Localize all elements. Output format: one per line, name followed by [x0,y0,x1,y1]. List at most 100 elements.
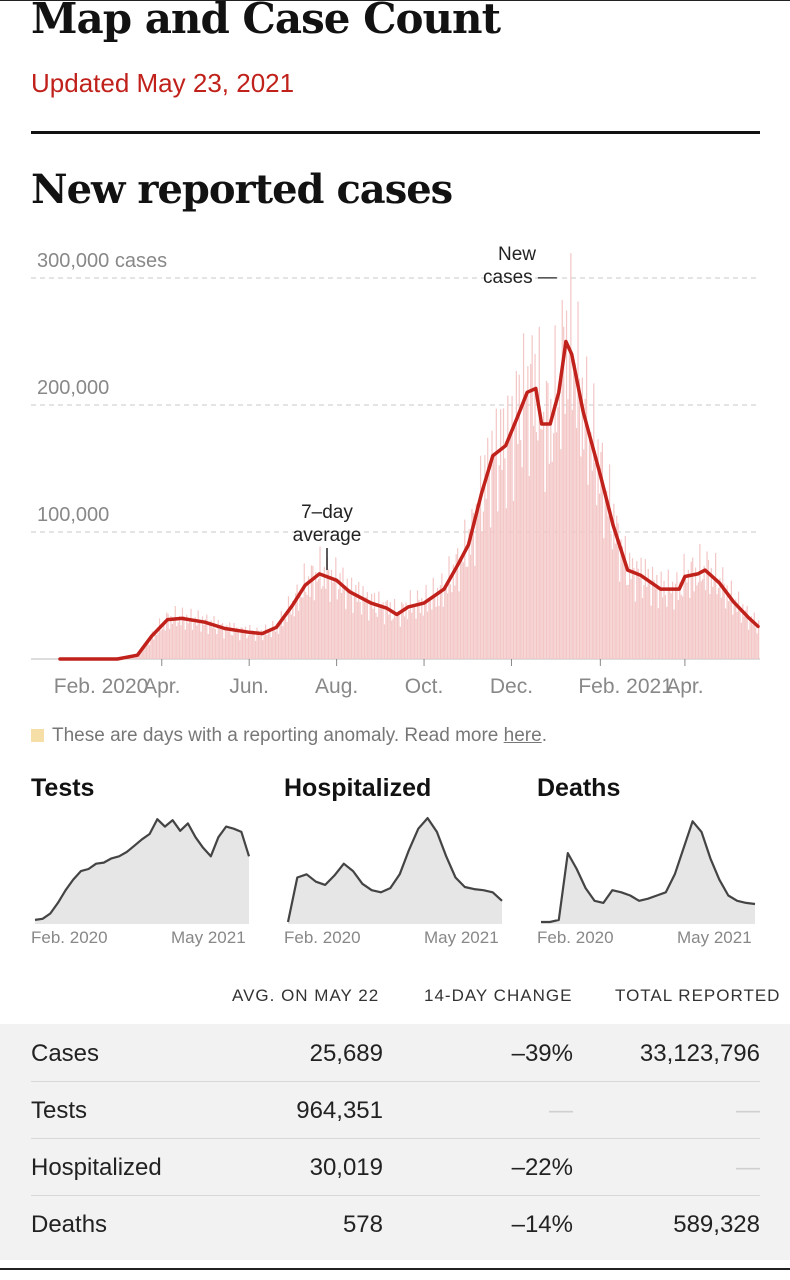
daily-case-bar [329,601,331,659]
bottom-rule [0,1268,790,1270]
daily-case-bar [736,611,738,659]
daily-case-bar [187,623,189,659]
daily-case-bar [148,644,151,659]
daily-case-bar [537,440,539,659]
daily-case-bar [385,601,387,659]
daily-case-bar [522,333,525,659]
daily-case-bar [283,615,285,659]
daily-case-bar [290,614,292,659]
daily-case-bar [623,561,625,659]
row-total: 589,328 [673,1211,760,1238]
daily-case-bar [468,529,470,659]
daily-case-bar [560,449,562,659]
daily-case-bar [532,426,535,659]
daily-case-bar [448,556,450,659]
daily-case-bar [309,596,311,659]
daily-case-bar [181,607,184,659]
daily-case-bar [706,551,708,659]
daily-case-bar [491,430,493,659]
daily-case-bar [504,458,506,659]
daily-case-bar [242,627,244,659]
daily-case-bar [197,610,199,659]
daily-case-bar [485,498,487,659]
daily-case-bar [555,432,558,659]
daily-case-bar [723,583,725,659]
daily-case-bar [640,557,642,659]
daily-case-bar [458,591,460,659]
daily-case-bar [571,409,573,659]
daily-case-bar [223,638,225,659]
daily-case-bar [694,567,697,659]
x-tick-label: Dec. [490,675,533,698]
daily-case-bar [220,624,222,659]
daily-case-bar [279,621,281,659]
daily-case-bar [262,640,264,659]
daily-case-bar [378,591,380,659]
daily-case-bar [188,618,191,659]
daily-case-bar [160,630,162,659]
daily-case-bar [376,616,378,659]
daily-case-bar [240,627,242,659]
daily-case-bar [239,640,241,659]
daily-case-bar [511,396,513,659]
daily-case-bar [323,566,325,659]
daily-case-bar [352,612,354,659]
daily-case-bar [656,574,658,659]
daily-case-bar [730,580,732,659]
daily-case-bar [469,554,472,659]
daily-case-bar [224,626,227,659]
daily-case-bar [497,511,499,659]
daily-case-bar [670,593,672,659]
daily-case-bar [342,567,344,659]
daily-case-bar [699,544,701,659]
row-name: Hospitalized [31,1154,162,1181]
sparkline-area [288,818,502,924]
daily-case-bar [359,602,361,659]
y-tick-label: 100,000 [37,504,109,526]
daily-case-bar [253,632,255,659]
x-tick-label: Feb. 2020 [54,675,149,698]
daily-case-bar [200,631,202,659]
daily-case-bar [310,565,313,659]
daily-case-bar [256,627,258,659]
daily-case-bar [280,610,282,659]
daily-case-bar [621,546,624,659]
daily-case-bar [299,591,301,659]
daily-case-bar [726,585,728,659]
daily-case-bar [193,622,195,659]
daily-case-bar [154,631,156,659]
daily-case-bar [500,409,502,659]
daily-case-bar [373,593,376,659]
daily-case-bar [611,549,614,659]
daily-case-bar [276,623,278,659]
daily-case-bar [631,558,634,659]
daily-case-bar [320,588,323,659]
daily-case-bar [574,363,576,659]
daily-case-bar [379,608,381,659]
daily-case-bar [426,611,429,659]
daily-case-bar [608,464,611,659]
legend-link[interactable]: here [503,725,542,746]
daily-case-bar [664,595,667,659]
daily-case-bar [508,436,510,659]
daily-case-bar [209,623,211,659]
daily-case-bar [703,565,705,659]
daily-case-bar [451,592,453,659]
daily-case-bar [313,600,315,659]
daily-case-bar [336,599,338,659]
daily-case-bar [449,584,452,659]
daily-case-bar [489,527,492,659]
daily-case-bar [524,402,526,659]
daily-case-bar [588,437,591,659]
daily-case-bar [269,631,271,659]
header-total: TOTAL REPORTED [615,986,781,1005]
daily-case-bar [653,580,655,659]
daily-case-bar [335,557,337,659]
daily-case-bar [398,612,400,659]
daily-case-bar [747,629,750,659]
daily-case-bar [676,572,678,659]
divider [31,131,760,134]
daily-case-bar [137,655,139,659]
daily-case-bar [646,586,648,659]
daily-case-bar [158,618,161,659]
